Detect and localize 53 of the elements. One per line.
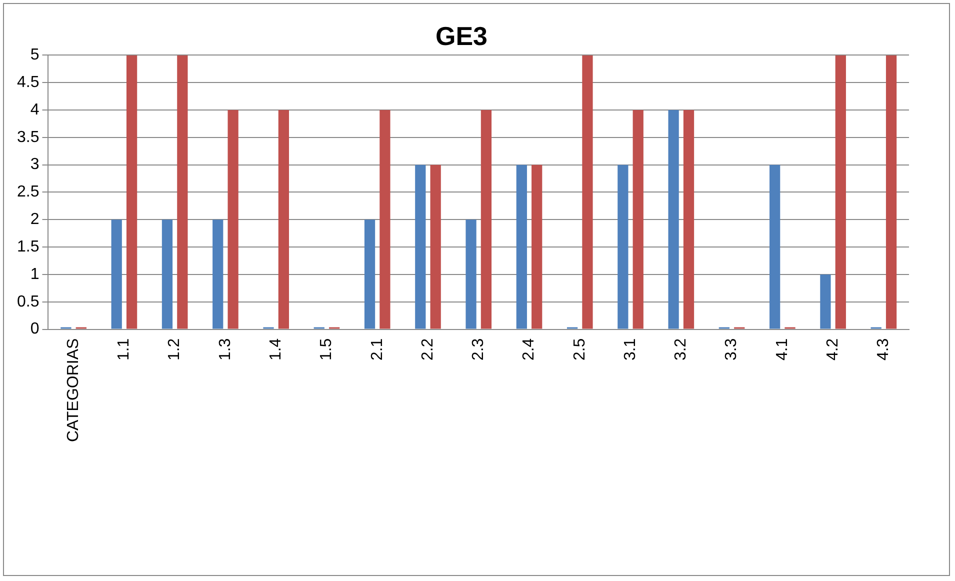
x-tick-label: 3.2 xyxy=(672,338,690,361)
y-tick-label: 3.5 xyxy=(16,128,40,146)
bar xyxy=(364,220,376,329)
bar xyxy=(430,164,441,329)
bar xyxy=(618,164,628,329)
bar xyxy=(683,110,694,329)
y-tick-label: 4.5 xyxy=(16,74,40,92)
x-tick-label: 1.3 xyxy=(216,338,234,361)
bar xyxy=(111,220,122,329)
x-tick-label: 2.4 xyxy=(520,338,538,361)
bar xyxy=(126,55,138,329)
bar xyxy=(770,164,780,329)
y-tick-label: 1.5 xyxy=(16,238,40,256)
bar xyxy=(466,220,476,329)
y-tick-label: 4 xyxy=(30,101,40,118)
bar xyxy=(668,110,679,329)
x-tick-label: 3.3 xyxy=(723,338,740,361)
bar xyxy=(415,164,426,329)
bar xyxy=(162,220,173,329)
y-tick-label: 2.5 xyxy=(16,184,40,201)
bar xyxy=(820,274,831,329)
bar xyxy=(632,110,644,329)
bar xyxy=(532,164,542,329)
x-tick-label: 1.5 xyxy=(318,338,336,361)
y-tick-label: 2 xyxy=(30,211,40,228)
bar xyxy=(212,220,224,329)
bar xyxy=(886,55,897,329)
x-tick-label: 1.4 xyxy=(267,338,284,361)
y-tick-label: 5 xyxy=(30,46,40,64)
x-tick-label: 2.3 xyxy=(470,338,488,361)
bar xyxy=(516,164,527,329)
x-tick-label: CATEGORIAS xyxy=(64,338,82,442)
bar xyxy=(380,110,390,329)
chart-title: GE3 xyxy=(435,20,488,51)
y-tick-label: 0 xyxy=(30,320,40,338)
x-tick-label: 2.5 xyxy=(571,338,588,361)
bar xyxy=(582,55,593,329)
x-tick-label: 1.1 xyxy=(116,338,133,361)
x-tick-label: 3.1 xyxy=(622,338,639,361)
bar xyxy=(177,55,188,329)
x-tick-label: 4.1 xyxy=(774,338,791,361)
bar xyxy=(480,110,492,329)
bar xyxy=(278,110,289,329)
x-tick-label: 2.1 xyxy=(368,338,386,361)
x-tick-label: 4.2 xyxy=(824,338,842,361)
bar xyxy=(835,55,846,329)
y-tick-label: 3 xyxy=(30,156,40,174)
x-tick-label: 2.2 xyxy=(419,338,436,361)
y-tick-label: 1 xyxy=(30,266,40,283)
bar xyxy=(228,110,238,329)
x-tick-label: 4.3 xyxy=(875,338,892,361)
x-tick-label: 1.2 xyxy=(166,338,184,361)
y-tick-label: 0.5 xyxy=(16,293,40,310)
